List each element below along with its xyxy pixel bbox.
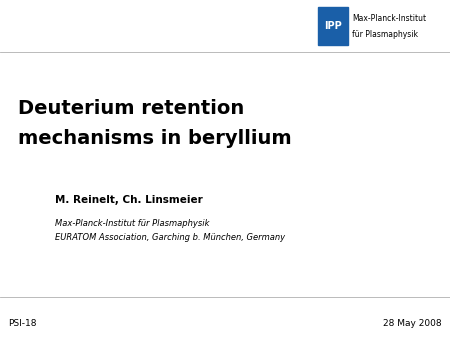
Text: Max-Planck-Institut für Plasmaphysik: Max-Planck-Institut für Plasmaphysik — [55, 218, 210, 227]
Text: IPP: IPP — [324, 21, 342, 31]
Text: M. Reinelt, Ch. Linsmeier: M. Reinelt, Ch. Linsmeier — [55, 195, 203, 205]
Text: PSI-18: PSI-18 — [8, 318, 36, 328]
Text: Max-Planck-Institut: Max-Planck-Institut — [352, 14, 427, 23]
Text: EURATOM Association, Garching b. München, Germany: EURATOM Association, Garching b. München… — [55, 234, 285, 242]
Text: für Plasmaphysik: für Plasmaphysik — [352, 30, 418, 39]
Text: mechanisms in beryllium: mechanisms in beryllium — [18, 128, 292, 147]
FancyBboxPatch shape — [318, 7, 348, 45]
Text: 28 May 2008: 28 May 2008 — [383, 318, 442, 328]
Text: Deuterium retention: Deuterium retention — [18, 98, 244, 118]
